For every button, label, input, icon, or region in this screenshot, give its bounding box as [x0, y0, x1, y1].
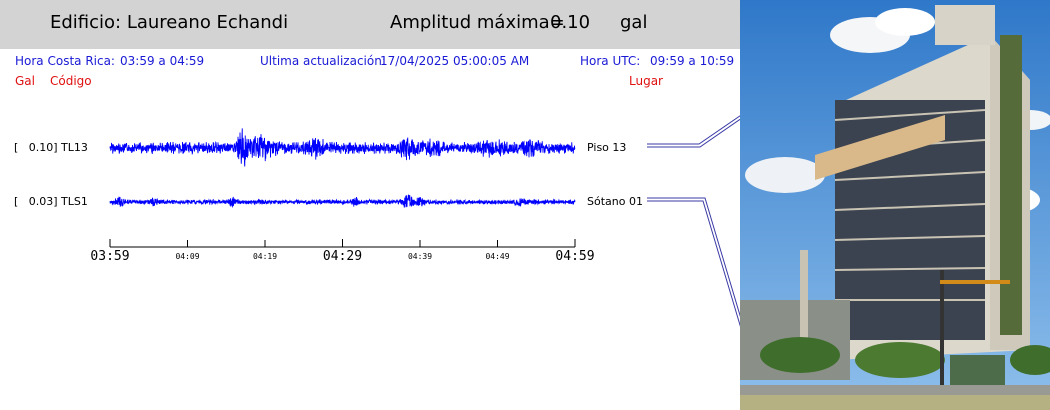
building-photo — [740, 0, 1050, 410]
last-update-label: Ultima actualización: — [260, 54, 386, 68]
tick-label: 04:09 — [175, 252, 200, 261]
utc-time-range: 09:59 a 10:59 — [650, 54, 735, 68]
max-amplitude-value: 0.10 — [550, 12, 591, 33]
trace-tls1 — [109, 194, 576, 209]
header-bar — [0, 0, 740, 49]
column-place: Lugar — [629, 74, 663, 88]
station-place-piso13: Piso 13 — [587, 141, 627, 154]
trace-tl13 — [109, 128, 576, 167]
tick-label: 04:29 — [322, 249, 363, 264]
tick-label: 04:39 — [407, 252, 433, 261]
time-axis — [109, 239, 576, 248]
local-time-label: Hora Costa Rica: — [15, 54, 115, 68]
building-illustration — [740, 0, 1050, 410]
station-place-sotano01: Sótano 01 — [587, 195, 643, 208]
tick-label: 03:59 — [90, 249, 130, 264]
building-title: Edificio: Laureano Echandi — [50, 12, 289, 33]
tick-label: 04:59 — [555, 249, 595, 264]
last-update-value: 17/04/2025 05:00:05 AM — [380, 54, 530, 68]
station-label-tls1: [ 0.03] TLS1 — [14, 195, 88, 208]
station-label-tl13: [ 0.10] TL13 — [14, 141, 88, 154]
column-gal: Gal — [15, 74, 35, 88]
local-time-range: 03:59 a 04:59 — [120, 54, 205, 68]
utc-time-label: Hora UTC: — [580, 54, 641, 68]
traces — [109, 128, 576, 209]
tick-label: 04:49 — [485, 252, 510, 261]
max-amplitude-unit: gal — [620, 12, 648, 33]
column-code: Código — [50, 74, 92, 88]
max-amplitude-label: Amplitud máxima= — [390, 12, 565, 33]
tick-label: 04:19 — [252, 252, 278, 261]
